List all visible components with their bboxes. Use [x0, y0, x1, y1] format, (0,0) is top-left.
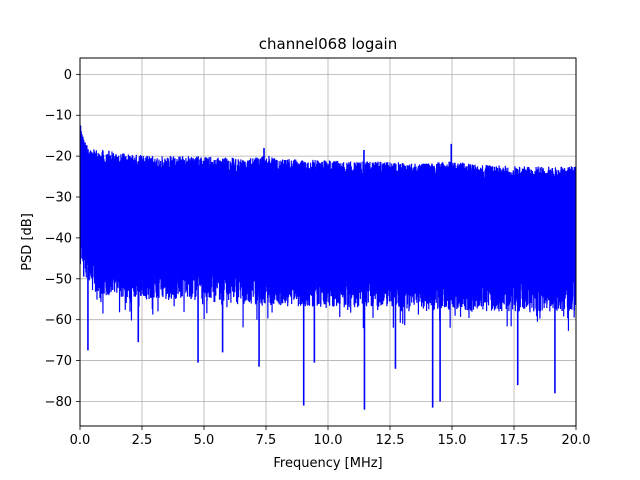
series-layer: [80, 125, 576, 410]
y-axis-label: PSD [dB]: [20, 213, 35, 271]
y-tick-label: −60: [45, 313, 72, 328]
x-tick-label: 10.0: [314, 433, 343, 448]
y-tick-label: −50: [45, 272, 72, 287]
x-tick-label: 15.0: [438, 433, 467, 448]
x-tick-label: 5.0: [194, 433, 215, 448]
y-tick-label: 0: [64, 68, 72, 83]
chart-title: channel068 logain: [259, 35, 398, 53]
x-tick-label: 7.5: [256, 433, 277, 448]
x-axis-label: Frequency [MHz]: [273, 456, 382, 471]
x-tick-label: 12.5: [376, 433, 405, 448]
x-tick-label: 20.0: [562, 433, 591, 448]
x-tick-label: 0.0: [70, 433, 91, 448]
y-tick-label: −30: [45, 191, 72, 206]
x-tick-label: 17.5: [500, 433, 529, 448]
x-tick-label: 2.5: [132, 433, 153, 448]
axis-ticks: 0.0 2.5 5.0 7.5 10.0 12.5 15.0 17.5 20.0 0 −10 −20 −…: [45, 68, 591, 448]
y-tick-label: −40: [45, 231, 72, 246]
y-tick-label: −70: [45, 354, 72, 369]
y-tick-label: −10: [45, 109, 72, 124]
y-tick-label: −20: [45, 150, 72, 165]
y-tick-label: −80: [45, 395, 72, 410]
psd-trace: [80, 131, 576, 331]
